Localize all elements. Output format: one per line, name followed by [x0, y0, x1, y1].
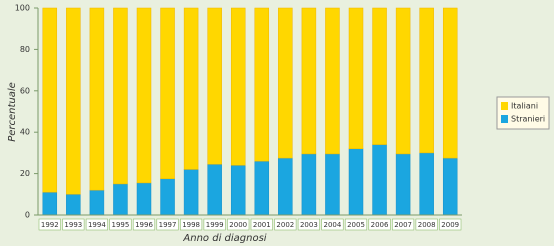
- x-tick-box: [439, 218, 462, 231]
- bar-segment: [113, 183, 128, 216]
- x-tick-label: 1999: [206, 221, 224, 229]
- bar-segment: [372, 7, 387, 145]
- x-axis-title: Anno di diagnosi: [182, 233, 266, 244]
- legend-label: Italiani: [511, 102, 538, 111]
- x-tick-label: 2006: [371, 221, 389, 229]
- legend-swatch: [501, 102, 508, 110]
- y-tick-label: 20: [20, 169, 30, 178]
- x-tick-box: [344, 218, 368, 231]
- bar-segment: [42, 7, 58, 193]
- x-tick-box: [180, 218, 203, 231]
- x-tick-label: 2003: [300, 221, 318, 229]
- bar-segment: [254, 160, 270, 216]
- bar-segment: [66, 7, 81, 195]
- bar-segment: [395, 153, 411, 216]
- x-tick-label: 1995: [112, 221, 130, 229]
- x-tick-box: [321, 218, 344, 231]
- x-tick-box: [392, 218, 415, 231]
- bar-segment: [419, 7, 434, 154]
- bar-segment: [160, 178, 175, 216]
- y-tick-label: 60: [20, 86, 30, 95]
- x-tick-box: [132, 218, 156, 231]
- x-tick-label: 2009: [441, 221, 459, 229]
- x-tick-box: [415, 218, 438, 231]
- x-tick-box: [62, 218, 85, 231]
- bar-segment: [442, 7, 458, 159]
- x-tick-box: [203, 218, 226, 231]
- y-tick-label: 100: [15, 4, 30, 13]
- bar-segment: [230, 165, 246, 216]
- x-tick-box: [250, 218, 273, 231]
- y-axis-title: Percentuale: [7, 82, 18, 142]
- legend-swatch: [501, 115, 508, 123]
- bar-segment: [89, 7, 105, 191]
- x-tick-box: [227, 218, 250, 231]
- bar-segment: [301, 153, 317, 216]
- bar-segment: [301, 7, 317, 155]
- bar-segment: [207, 7, 222, 165]
- legend-label: Stranieri: [511, 115, 545, 124]
- x-tick-label: 1998: [182, 221, 200, 229]
- bar-segment: [136, 7, 152, 184]
- bar-segment: [89, 189, 105, 216]
- x-tick-box: [274, 218, 297, 231]
- x-tick-box: [85, 218, 108, 231]
- bar-segment: [348, 148, 364, 216]
- x-tick-box: [38, 218, 61, 231]
- x-tick-label: 1996: [135, 221, 153, 229]
- bar-segment: [136, 182, 152, 216]
- bar-segment: [113, 7, 128, 185]
- bar-segment: [183, 169, 199, 216]
- bar-segment: [254, 7, 270, 162]
- bar-segment: [160, 7, 175, 180]
- bar-segment: [207, 164, 222, 216]
- x-tick-label: 2000: [229, 221, 247, 229]
- y-tick-label: 80: [20, 45, 30, 54]
- x-tick-label: 2004: [324, 221, 342, 229]
- bar-segment: [278, 7, 293, 159]
- bar-segment: [278, 157, 293, 216]
- y-tick-label: 40: [20, 128, 30, 137]
- x-tick-box: [156, 218, 179, 231]
- y-tick-label: 0: [25, 211, 30, 220]
- x-tick-label: 2007: [394, 221, 412, 229]
- bar-segment: [325, 7, 340, 155]
- x-tick-box: [368, 218, 391, 231]
- bar-segment: [442, 157, 458, 216]
- bar-segment: [66, 194, 81, 216]
- bar-segment: [42, 191, 58, 216]
- bar-segment: [395, 7, 411, 155]
- x-tick-box: [297, 218, 320, 231]
- x-tick-label: 1994: [88, 221, 106, 229]
- bar-segment: [348, 7, 364, 150]
- bar-segment: [325, 153, 340, 216]
- x-tick-label: 2008: [418, 221, 436, 229]
- x-tick-label: 1993: [64, 221, 82, 229]
- x-tick-label: 2001: [253, 221, 271, 229]
- bar-segment: [372, 144, 387, 216]
- bar-segment: [183, 7, 199, 170]
- x-tick-label: 2005: [347, 221, 365, 229]
- x-tick-label: 1997: [159, 221, 177, 229]
- bar-segment: [230, 7, 246, 166]
- x-tick-label: 1992: [41, 221, 59, 229]
- x-tick-label: 2002: [276, 221, 294, 229]
- bar-segment: [419, 152, 434, 216]
- x-tick-box: [109, 218, 132, 231]
